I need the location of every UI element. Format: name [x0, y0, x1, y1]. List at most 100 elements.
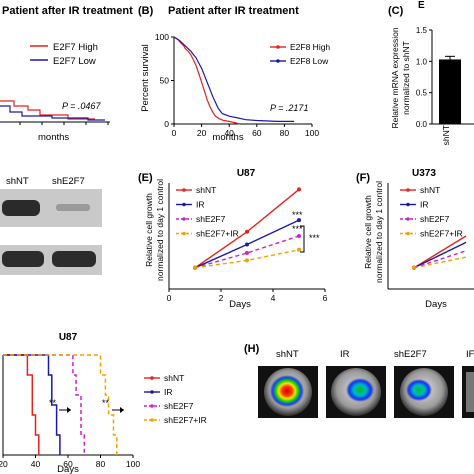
panel-g-legend-marker — [150, 376, 154, 380]
panel-e-legend-label: IR — [196, 200, 205, 210]
panel-f-title: U373 — [412, 168, 436, 179]
panel-e: (E) U87 Relative cell growth normalized … — [138, 168, 328, 310]
panel-g-arrowhead-1 — [67, 407, 71, 413]
panel-e-point — [297, 218, 301, 223]
panel-a-legend-low: E2F7 Low — [53, 56, 96, 67]
panel-b-letter: (B) — [138, 5, 154, 17]
panel-h-label-ir: IR — [340, 349, 350, 360]
panel-g-xlabel: Days — [57, 464, 79, 474]
panel-g-plot: 20 40 60 80 100 shNT IR shE2F7 shE2F7+IR — [0, 354, 207, 469]
panel-g-curve-1 — [3, 354, 61, 455]
panel-a-curve-low — [0, 105, 105, 121]
panel-c: (C) E Relative mRNA expression normalize… — [388, 0, 474, 145]
mouse-image-shnt — [258, 366, 318, 418]
panel-g-x-tick-label: 80 — [96, 459, 106, 469]
panel-e-point — [245, 258, 249, 263]
panel-h-label-if: IF — [466, 349, 474, 360]
panel-e-title: U87 — [237, 168, 256, 179]
panel-c-y-tick-label: 0.5 — [416, 89, 428, 98]
panel-g-sig-1: ** — [49, 398, 57, 408]
panel-g-legend-marker — [150, 390, 154, 394]
panel-b-legend-label: E2F8 High — [290, 42, 330, 52]
panel-b-x-tick-label: 0 — [172, 128, 177, 138]
panel-f-xlabel: Days — [425, 299, 447, 310]
panel-e-plot: 0 2 4 6 shNT IR shE2F7 shE2F7+IR — [167, 183, 328, 303]
panel-f-plot: shNT IR shE2F7 shE2F7+IR — [387, 183, 474, 290]
panel-f-line-3 — [413, 256, 467, 269]
panel-e-legend-marker — [182, 188, 186, 192]
panel-g-curve-2 — [3, 354, 86, 455]
panel-e-point — [245, 242, 249, 247]
blot-band-bottom-she2f7 — [52, 251, 96, 267]
panel-f-legend-label: shE2F7 — [420, 214, 450, 224]
panel-e-bracket — [300, 225, 305, 253]
panel-f-letter: (F) — [356, 172, 370, 184]
panel-c-bar — [439, 59, 461, 124]
panel-e-legend-marker — [182, 231, 186, 236]
panel-h: (H) shNT IR shE2F7 IF — [244, 343, 474, 418]
panel-c-plot: 0.0 0.5 1.0 1.5 — [416, 26, 474, 129]
panel-f: (F) U373 Relative cell growth normalized… — [356, 168, 474, 310]
panel-f-line-0 — [413, 235, 467, 269]
panel-g-legend-label: IR — [164, 387, 173, 397]
panel-c-xtick: shNT — [441, 125, 451, 145]
panel-c-y-tick-label: 0.0 — [416, 120, 428, 129]
mouse-image-if — [462, 366, 474, 418]
panel-g-legend-label: shE2F7+IR — [164, 415, 207, 425]
mouse-image-ir — [326, 366, 386, 418]
mouse-image-she2f7 — [394, 366, 454, 418]
panel-e-point — [245, 229, 249, 234]
panel-c-ylabel-line2: normalized to shNT — [401, 41, 411, 115]
panel-b-x-tick-label: 60 — [252, 128, 262, 138]
panel-b-plot: 0 20 40 60 80 100 0 50 100 E2F8 High E2F8 Low — [155, 32, 331, 138]
panel-f-legend-marker — [406, 188, 410, 192]
panel-g-title: U87 — [59, 332, 78, 343]
panel-b-x-tick-label: 20 — [197, 128, 207, 138]
panel-a: Patient after IR treatment E2F7 High E2F… — [0, 5, 133, 143]
panel-e-letter: (E) — [138, 172, 153, 184]
panel-c-y-tick-label: 1.0 — [416, 57, 428, 66]
panel-e-ylabel-line2: normalized to day 1 control — [155, 179, 165, 281]
panel-h-label-shnt: shNT — [276, 349, 299, 360]
panel-g-x-tick-label: 60 — [63, 459, 73, 469]
panel-b-curve-1 — [173, 36, 295, 122]
panel-h-letter: (H) — [244, 343, 260, 355]
panel-b-x-tick-label: 100 — [305, 128, 319, 138]
panel-g-curve-0 — [3, 354, 40, 455]
panel-b-y-tick-label: 100 — [155, 32, 169, 42]
panel-c-letter: (C) — [388, 5, 404, 17]
panel-g-legend-marker — [150, 418, 154, 422]
panel-b-curve-0 — [173, 36, 241, 125]
panel-g-x-tick-label: 20 — [0, 459, 8, 469]
panel-g-sig-2: ** — [102, 398, 110, 408]
panel-e-legend-marker — [182, 217, 186, 221]
panel-e-x-tick-label: 6 — [323, 293, 328, 303]
panel-f-line-1 — [413, 241, 467, 269]
panel-b-y-tick-label: 50 — [160, 76, 170, 86]
panel-b-ylabel: Percent survival — [140, 44, 151, 112]
blot-band-top-shnt — [2, 200, 40, 216]
panel-a-xlabel: months — [38, 132, 69, 143]
panel-f-point — [412, 265, 416, 270]
panel-e-xlabel: Days — [229, 299, 251, 310]
panel-a-title: Patient after IR treatment — [2, 5, 133, 17]
panel-b-legend-label: E2F8 Low — [290, 56, 329, 66]
panel-f-ylabel-line1: Relative cell growth — [363, 195, 373, 269]
panel-g-arrowhead-2 — [120, 407, 124, 413]
panel-e-x-tick-label: 4 — [271, 293, 276, 303]
panel-f-legend-marker — [406, 217, 410, 221]
panel-g-curve-3 — [3, 354, 118, 455]
panel-f-legend-label: shE2F7+IR — [420, 229, 463, 239]
panel-f-ylabel-line2: normalized to day 1 control — [374, 181, 384, 283]
panel-e-point — [193, 265, 197, 270]
blot-band-top-she2f7 — [56, 204, 90, 211]
panel-g-legend-label: shNT — [164, 373, 184, 383]
panel-h-label-she2f7: shE2F7 — [394, 349, 427, 360]
panel-g-x-tick-label: 100 — [126, 459, 140, 469]
panel-d-lane-she2f7: shE2F7 — [52, 176, 85, 187]
panel-e-ylabel-line1: Relative cell growth — [144, 193, 154, 267]
panel-d: shNT shE2F7 — [0, 176, 102, 275]
panel-b-y-tick-label: 0 — [164, 119, 169, 129]
